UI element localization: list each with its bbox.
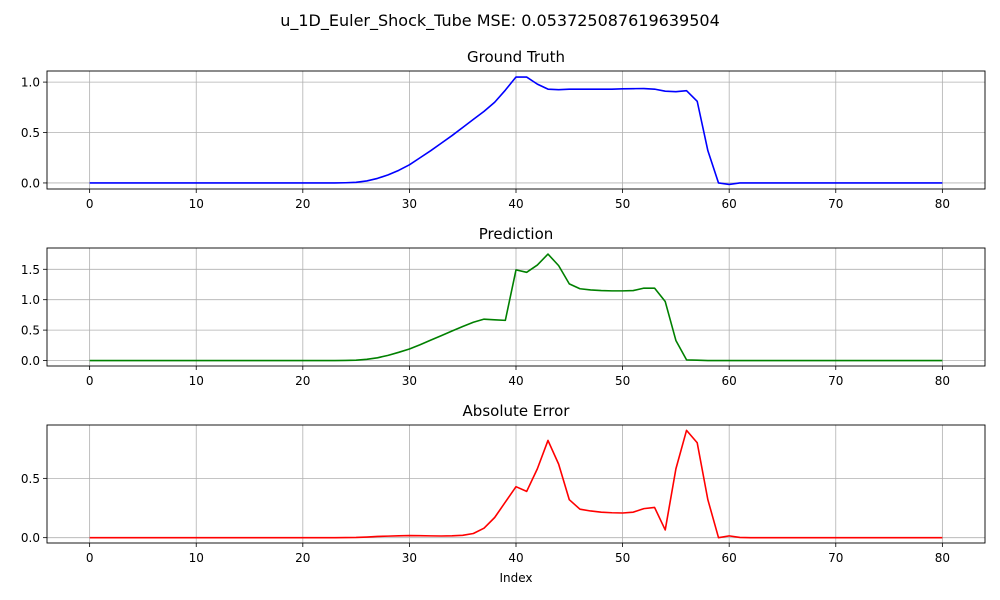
y-tick-label: 1.0 (21, 293, 40, 307)
x-tick-label: 50 (615, 197, 630, 211)
subplot-title: Prediction (479, 225, 554, 243)
x-tick-label: 0 (86, 374, 94, 388)
x-tick-label: 10 (189, 197, 204, 211)
subplots: 0 10 20 30 40 50 60 70 80 0.0 0.5 1.0 Ground Truth 0 1… (21, 48, 986, 585)
x-tick-label: 70 (828, 374, 843, 388)
x-tick-label: 40 (508, 374, 523, 388)
figure-suptitle: u_1D_Euler_Shock_Tube MSE: 0.05372508761… (280, 11, 720, 31)
y-tick-label: 0.5 (21, 126, 40, 140)
x-tick-label: 0 (86, 197, 94, 211)
subplot-title: Ground Truth (467, 48, 565, 66)
x-tick-label: 60 (722, 374, 737, 388)
x-tick-label: 40 (508, 197, 523, 211)
x-tick-label: 20 (295, 551, 310, 565)
y-tick-label: 0.0 (21, 176, 40, 190)
x-tick-label: 80 (935, 197, 950, 211)
x-tick-label: 70 (828, 551, 843, 565)
x-tick-label: 30 (402, 374, 417, 388)
series-line (89, 253, 943, 362)
x-tick-label: 0 (86, 551, 94, 565)
x-tick-label: 70 (828, 197, 843, 211)
x-tick-label: 10 (189, 374, 204, 388)
x-tick-label: 10 (189, 551, 204, 565)
x-tick-label: 30 (402, 197, 417, 211)
y-tick-label: 0.5 (21, 472, 40, 486)
x-tick-label: 60 (722, 197, 737, 211)
series-line (89, 76, 943, 186)
x-tick-label: 50 (615, 551, 630, 565)
x-tick-label: 80 (935, 374, 950, 388)
x-tick-label: 40 (508, 551, 523, 565)
x-tick-label: 80 (935, 551, 950, 565)
y-tick-label: 1.5 (21, 263, 40, 277)
y-tick-label: 0.0 (21, 531, 40, 545)
x-tick-label: 20 (295, 374, 310, 388)
x-tick-label: 20 (295, 197, 310, 211)
y-tick-label: 0.0 (21, 354, 40, 368)
y-tick-label: 0.5 (21, 324, 40, 338)
subplot-title: Absolute Error (463, 402, 571, 420)
subplot-2: 0 10 20 30 40 50 60 70 80 0.0 0.5 Absolute Error Ind… (21, 402, 986, 585)
x-axis-label: Index (499, 571, 532, 585)
subplot-1: 0 10 20 30 40 50 60 70 80 0.0 0.5 1.0 1.5 Prediction (21, 225, 986, 388)
series-line (89, 429, 943, 539)
x-tick-label: 50 (615, 374, 630, 388)
subplot-0: 0 10 20 30 40 50 60 70 80 0.0 0.5 1.0 Ground Truth (21, 48, 986, 211)
x-tick-label: 30 (402, 551, 417, 565)
y-tick-label: 1.0 (21, 76, 40, 90)
x-tick-label: 60 (722, 551, 737, 565)
